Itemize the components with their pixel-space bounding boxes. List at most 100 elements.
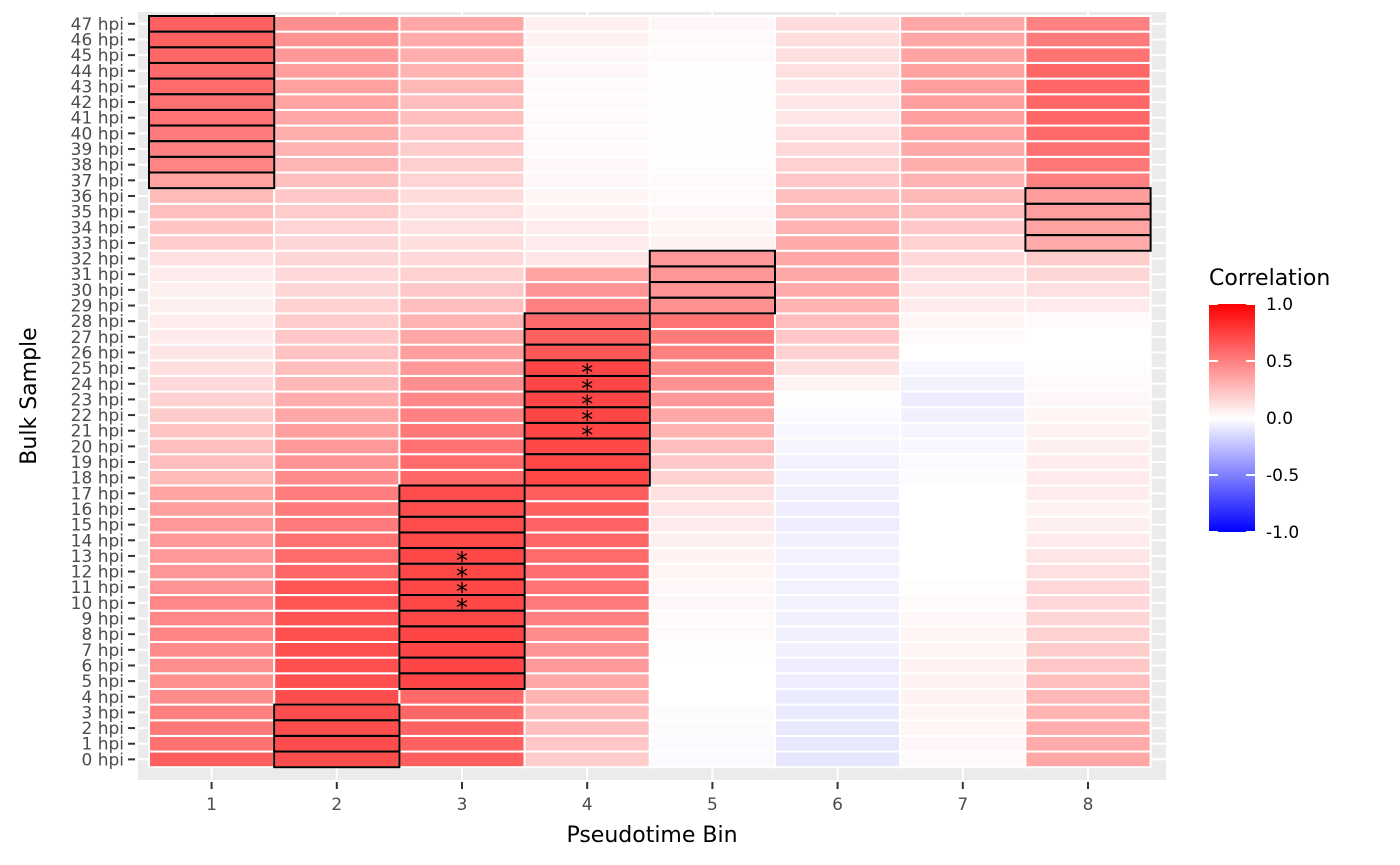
heatmap-cell [648,155,776,174]
heatmap-cell [273,625,401,643]
heatmap-cell [774,641,902,659]
y-tick-label: 25 hpi [71,359,124,379]
heatmap-cell [1024,625,1152,643]
y-tick-label: 35 hpi [71,203,124,223]
heatmap-cell [774,296,902,315]
heatmap-cell [899,312,1027,331]
y-tick-label: 12 hpi [71,563,124,583]
heatmap-cell [523,218,651,237]
heatmap-cell [899,625,1027,643]
heatmap-cell [273,641,401,659]
heatmap-cell [148,234,276,252]
heatmap-cell [148,609,276,628]
significance-star: * [581,406,593,434]
heatmap-cell [648,719,776,737]
heatmap-cell [398,15,526,33]
y-tick-label: 1 hpi [81,735,124,755]
heatmap-cell [1024,234,1152,252]
heatmap-cell [899,484,1027,503]
heatmap-cell [523,453,651,471]
heatmap-cell [273,750,401,769]
y-tick-label: 45 hpi [71,46,124,66]
heatmap-cell [398,296,526,315]
heatmap-cell [148,421,276,440]
heatmap-cell [899,15,1027,33]
heatmap-cell [398,390,526,409]
heatmap-cell [648,656,776,675]
heatmap-cell [398,734,526,753]
heatmap-cell [774,234,902,252]
heatmap-cell [1024,296,1152,315]
y-tick-label: 9 hpi [81,610,124,630]
heatmap-cell [774,30,902,49]
heatmap-cell [774,265,902,284]
y-tick-label: 22 hpi [71,406,124,426]
heatmap-cell [398,500,526,518]
heatmap-cell [899,249,1027,268]
heatmap-cell [774,202,902,221]
heatmap-cell [1024,312,1152,331]
heatmap-cell [398,750,526,769]
heatmap-cell [398,328,526,346]
x-tick-label: 2 [331,795,342,815]
heatmap-cell [1024,61,1152,80]
heatmap-cell [1024,30,1152,49]
y-tick-label: 10 hpi [71,594,124,614]
significance-star: * [581,390,593,418]
heatmap-cell [774,93,902,111]
y-tick-label: 43 hpi [71,77,124,97]
heatmap-cell [1024,547,1152,565]
heatmap-cell [148,312,276,331]
heatmap-cell [148,703,276,722]
heatmap-cell [648,406,776,424]
heatmap-cell [148,328,276,346]
legend-tick-label: 1.0 [1266,295,1293,315]
heatmap-cell [148,155,276,174]
highlight-cell-border [148,15,276,33]
heatmap-cell [1024,202,1152,221]
heatmap-cell [774,750,902,769]
heatmap-cell [148,578,276,597]
heatmap-cell [398,625,526,643]
y-tick-label: 41 hpi [71,109,124,129]
significance-star: * [456,578,468,606]
y-tick-label: 8 hpi [81,625,124,645]
heatmap-cell [1024,108,1152,127]
heatmap-cell [774,531,902,550]
heatmap-cell [648,328,776,346]
heatmap-cell [899,734,1027,753]
heatmap-cell [148,265,276,284]
heatmap-cell [273,124,401,143]
heatmap-cell [899,468,1027,487]
y-tick-label: 40 hpi [71,124,124,144]
heatmap-cell [398,155,526,174]
heatmap-cell [648,515,776,534]
heatmap-cell [774,453,902,471]
heatmap-cell [148,500,276,518]
heatmap-cell [148,218,276,237]
heatmap-cell [648,625,776,643]
heatmap-cell [1024,421,1152,440]
heatmap-cell [523,30,651,49]
heatmap-cell [523,328,651,346]
heatmap-cell [648,218,776,237]
heatmap-cell [899,750,1027,769]
heatmap-cell [899,609,1027,628]
heatmap-cell [899,155,1027,174]
heatmap-cell [774,171,902,190]
heatmap-cell [774,187,902,205]
heatmap-cell [148,46,276,64]
heatmap-cell [273,155,401,174]
heatmap-cell [148,30,276,49]
heatmap-cell [398,249,526,268]
heatmap-cell [523,484,651,503]
x-tick-label: 3 [457,795,468,815]
heatmap-cell [774,77,902,96]
heatmap-cell [273,609,401,628]
heatmap-cell [148,93,276,111]
heatmap-cell [899,218,1027,237]
heatmap-cell [899,406,1027,424]
heatmap-cell [1024,406,1152,424]
heatmap-cell [523,500,651,518]
